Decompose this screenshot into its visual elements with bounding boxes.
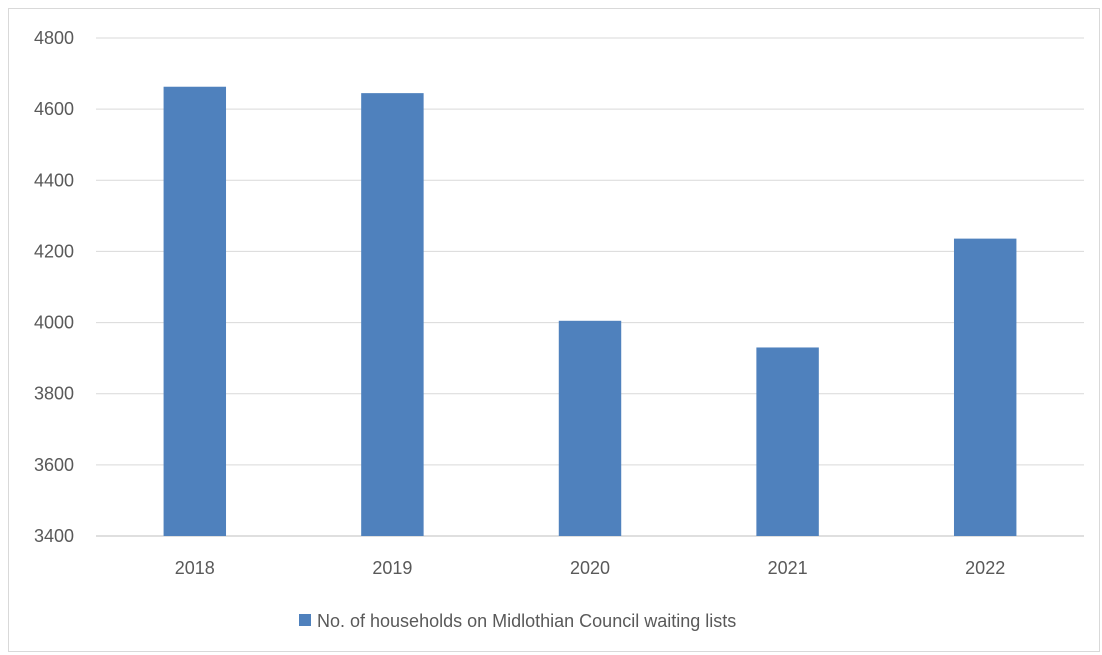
legend-label: No. of households on Midlothian Council …: [317, 611, 736, 631]
bar-2018: [163, 86, 227, 537]
legend-swatch: [299, 614, 311, 626]
bar-2022: [953, 238, 1017, 536]
y-tick-label: 3800: [34, 384, 74, 404]
y-tick-label: 4200: [34, 241, 74, 261]
y-tick-label: 4800: [34, 28, 74, 48]
x-tick-label: 2019: [372, 558, 412, 578]
y-tick-label: 4000: [34, 313, 74, 333]
bar-2021: [756, 347, 819, 536]
x-tick-label: 2018: [175, 558, 215, 578]
bar-2019: [361, 93, 424, 536]
x-tick-label: 2021: [768, 558, 808, 578]
bars: [163, 86, 1017, 537]
y-tick-label: 4400: [34, 170, 74, 190]
y-tick-label: 4600: [34, 99, 74, 119]
legend: No. of households on Midlothian Council …: [299, 611, 736, 631]
x-tick-label: 2020: [570, 558, 610, 578]
bar-2020: [558, 320, 622, 536]
gridlines: [96, 37, 1084, 537]
y-tick-label: 3600: [34, 455, 74, 475]
x-axis-ticks: 2018 2019 2020 2021 2022: [175, 558, 1005, 578]
x-tick-label: 2022: [965, 558, 1005, 578]
y-axis-ticks: 3400 3600 3800 4000 4200 4400 4600 4800: [34, 28, 74, 546]
y-tick-label: 3400: [34, 526, 74, 546]
